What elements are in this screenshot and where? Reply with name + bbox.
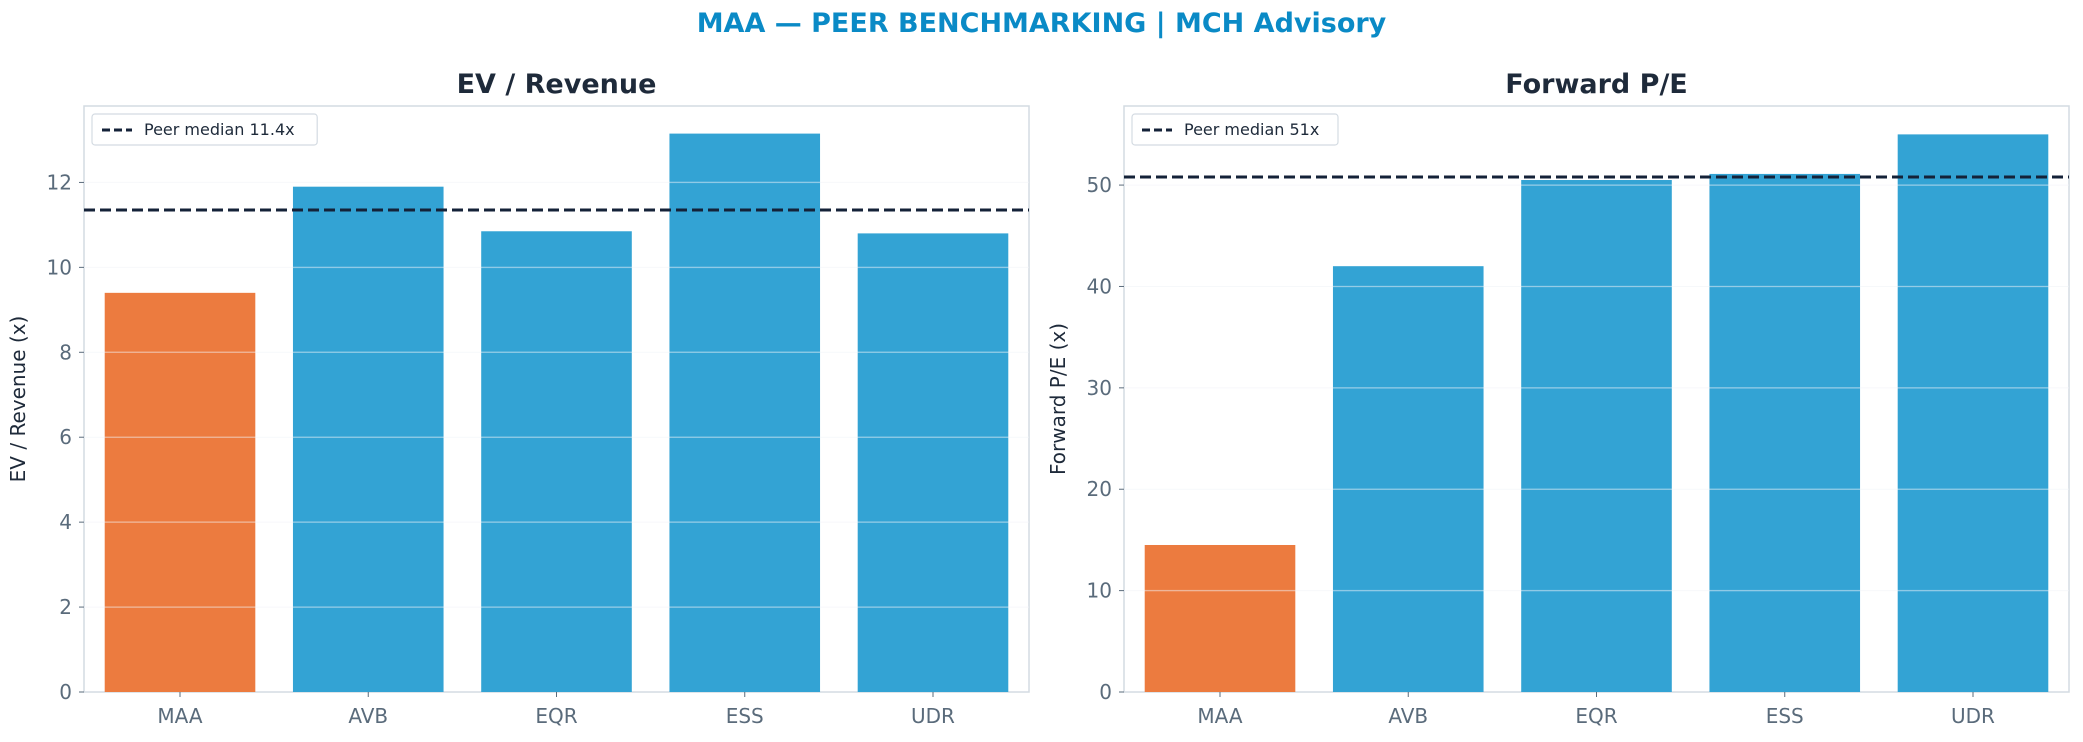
x-tick-label: ESS <box>1766 704 1804 728</box>
x-tick-label: ESS <box>726 704 764 728</box>
legend-box <box>1131 113 1339 146</box>
y-tick-label: 10 <box>47 255 72 279</box>
y-tick-label: 10 <box>1087 579 1112 603</box>
y-axis-label: Forward P/E (x) <box>1046 323 1070 475</box>
bar-maa <box>104 292 256 692</box>
bar-ess <box>1709 173 1861 692</box>
y-tick-label: 8 <box>59 340 72 364</box>
bar-ess <box>669 133 821 693</box>
bar-avb <box>1332 266 1484 692</box>
chart-title: Forward P/E <box>1505 69 1688 100</box>
legend-label: Peer median 51x <box>1184 120 1319 139</box>
bar-eqr <box>481 231 632 692</box>
chart-title: EV / Revenue <box>457 69 657 100</box>
y-tick-label: 12 <box>47 170 72 194</box>
y-tick-label: 2 <box>59 595 72 619</box>
x-tick-label: EQR <box>1575 704 1617 728</box>
legend-box <box>91 113 318 146</box>
x-tick-label: AVB <box>1388 704 1428 728</box>
legend-label: Peer median 11.4x <box>144 120 295 139</box>
y-tick-label: 6 <box>59 425 72 449</box>
figure-title: MAA — PEER BENCHMARKING | MCH Advisory <box>696 8 1387 39</box>
bar-avb <box>292 186 444 692</box>
x-tick-label: UDR <box>1951 704 1995 728</box>
y-tick-label: 20 <box>1087 477 1112 501</box>
bar-udr <box>857 233 1009 693</box>
x-tick-label: AVB <box>348 704 388 728</box>
y-tick-label: 0 <box>1099 680 1112 704</box>
y-tick-label: 30 <box>1087 376 1112 400</box>
x-tick-label: MAA <box>1197 704 1242 728</box>
x-tick-label: MAA <box>157 704 202 728</box>
y-tick-label: 50 <box>1087 173 1112 197</box>
y-axis-label: EV / Revenue (x) <box>6 316 30 483</box>
bar-udr <box>1897 134 2049 692</box>
x-tick-label: UDR <box>911 704 955 728</box>
y-tick-label: 4 <box>59 510 72 534</box>
bar-maa <box>1144 544 1296 692</box>
bar-eqr <box>1521 180 1672 692</box>
y-tick-label: 40 <box>1087 274 1112 298</box>
x-tick-label: EQR <box>535 704 577 728</box>
y-tick-label: 0 <box>59 680 72 704</box>
